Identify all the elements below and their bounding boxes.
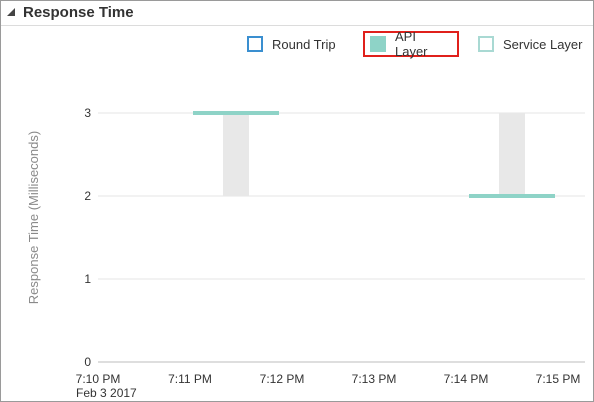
chart-legend: Round Trip API Layer Service Layer xyxy=(1,29,593,59)
panel-title: Response Time xyxy=(23,4,134,21)
x-tick-sublabel: Feb 3 2017 xyxy=(76,386,137,400)
x-tick-label: 7:12 PM xyxy=(260,372,305,386)
y-tick-label: 3 xyxy=(84,106,91,120)
y-axis-label: Response Time (Milliseconds) xyxy=(26,131,41,304)
y-tick-label: 0 xyxy=(84,355,91,369)
legend-swatch-round-trip xyxy=(247,36,263,52)
legend-label: Round Trip xyxy=(272,36,336,52)
legend-item-round-trip[interactable]: Round Trip xyxy=(247,31,336,57)
api-layer-bar[interactable] xyxy=(193,111,279,115)
x-tick-label: 7:15 PM xyxy=(536,372,581,386)
x-tick-label: 7:14 PM xyxy=(444,372,489,386)
panel-header: Response Time xyxy=(1,1,593,26)
range-band xyxy=(499,113,525,196)
legend-swatch-service-layer xyxy=(478,36,494,52)
legend-item-api-layer[interactable]: API Layer xyxy=(363,29,459,59)
collapse-triangle-icon[interactable] xyxy=(7,8,15,16)
y-tick-label: 2 xyxy=(84,189,91,203)
legend-swatch-api-layer xyxy=(370,36,386,52)
legend-label: API Layer xyxy=(394,29,428,59)
x-tick-label: 7:11 PM xyxy=(168,372,212,386)
legend-label: Service Layer xyxy=(503,36,583,52)
range-band xyxy=(223,113,249,196)
x-tick-label: 7:13 PM xyxy=(352,372,397,386)
y-tick-label: 1 xyxy=(84,272,91,286)
x-tick-label: 7:10 PM xyxy=(76,372,121,386)
api-layer-bar[interactable] xyxy=(469,194,555,198)
legend-item-service-layer[interactable]: Service Layer xyxy=(478,31,582,57)
